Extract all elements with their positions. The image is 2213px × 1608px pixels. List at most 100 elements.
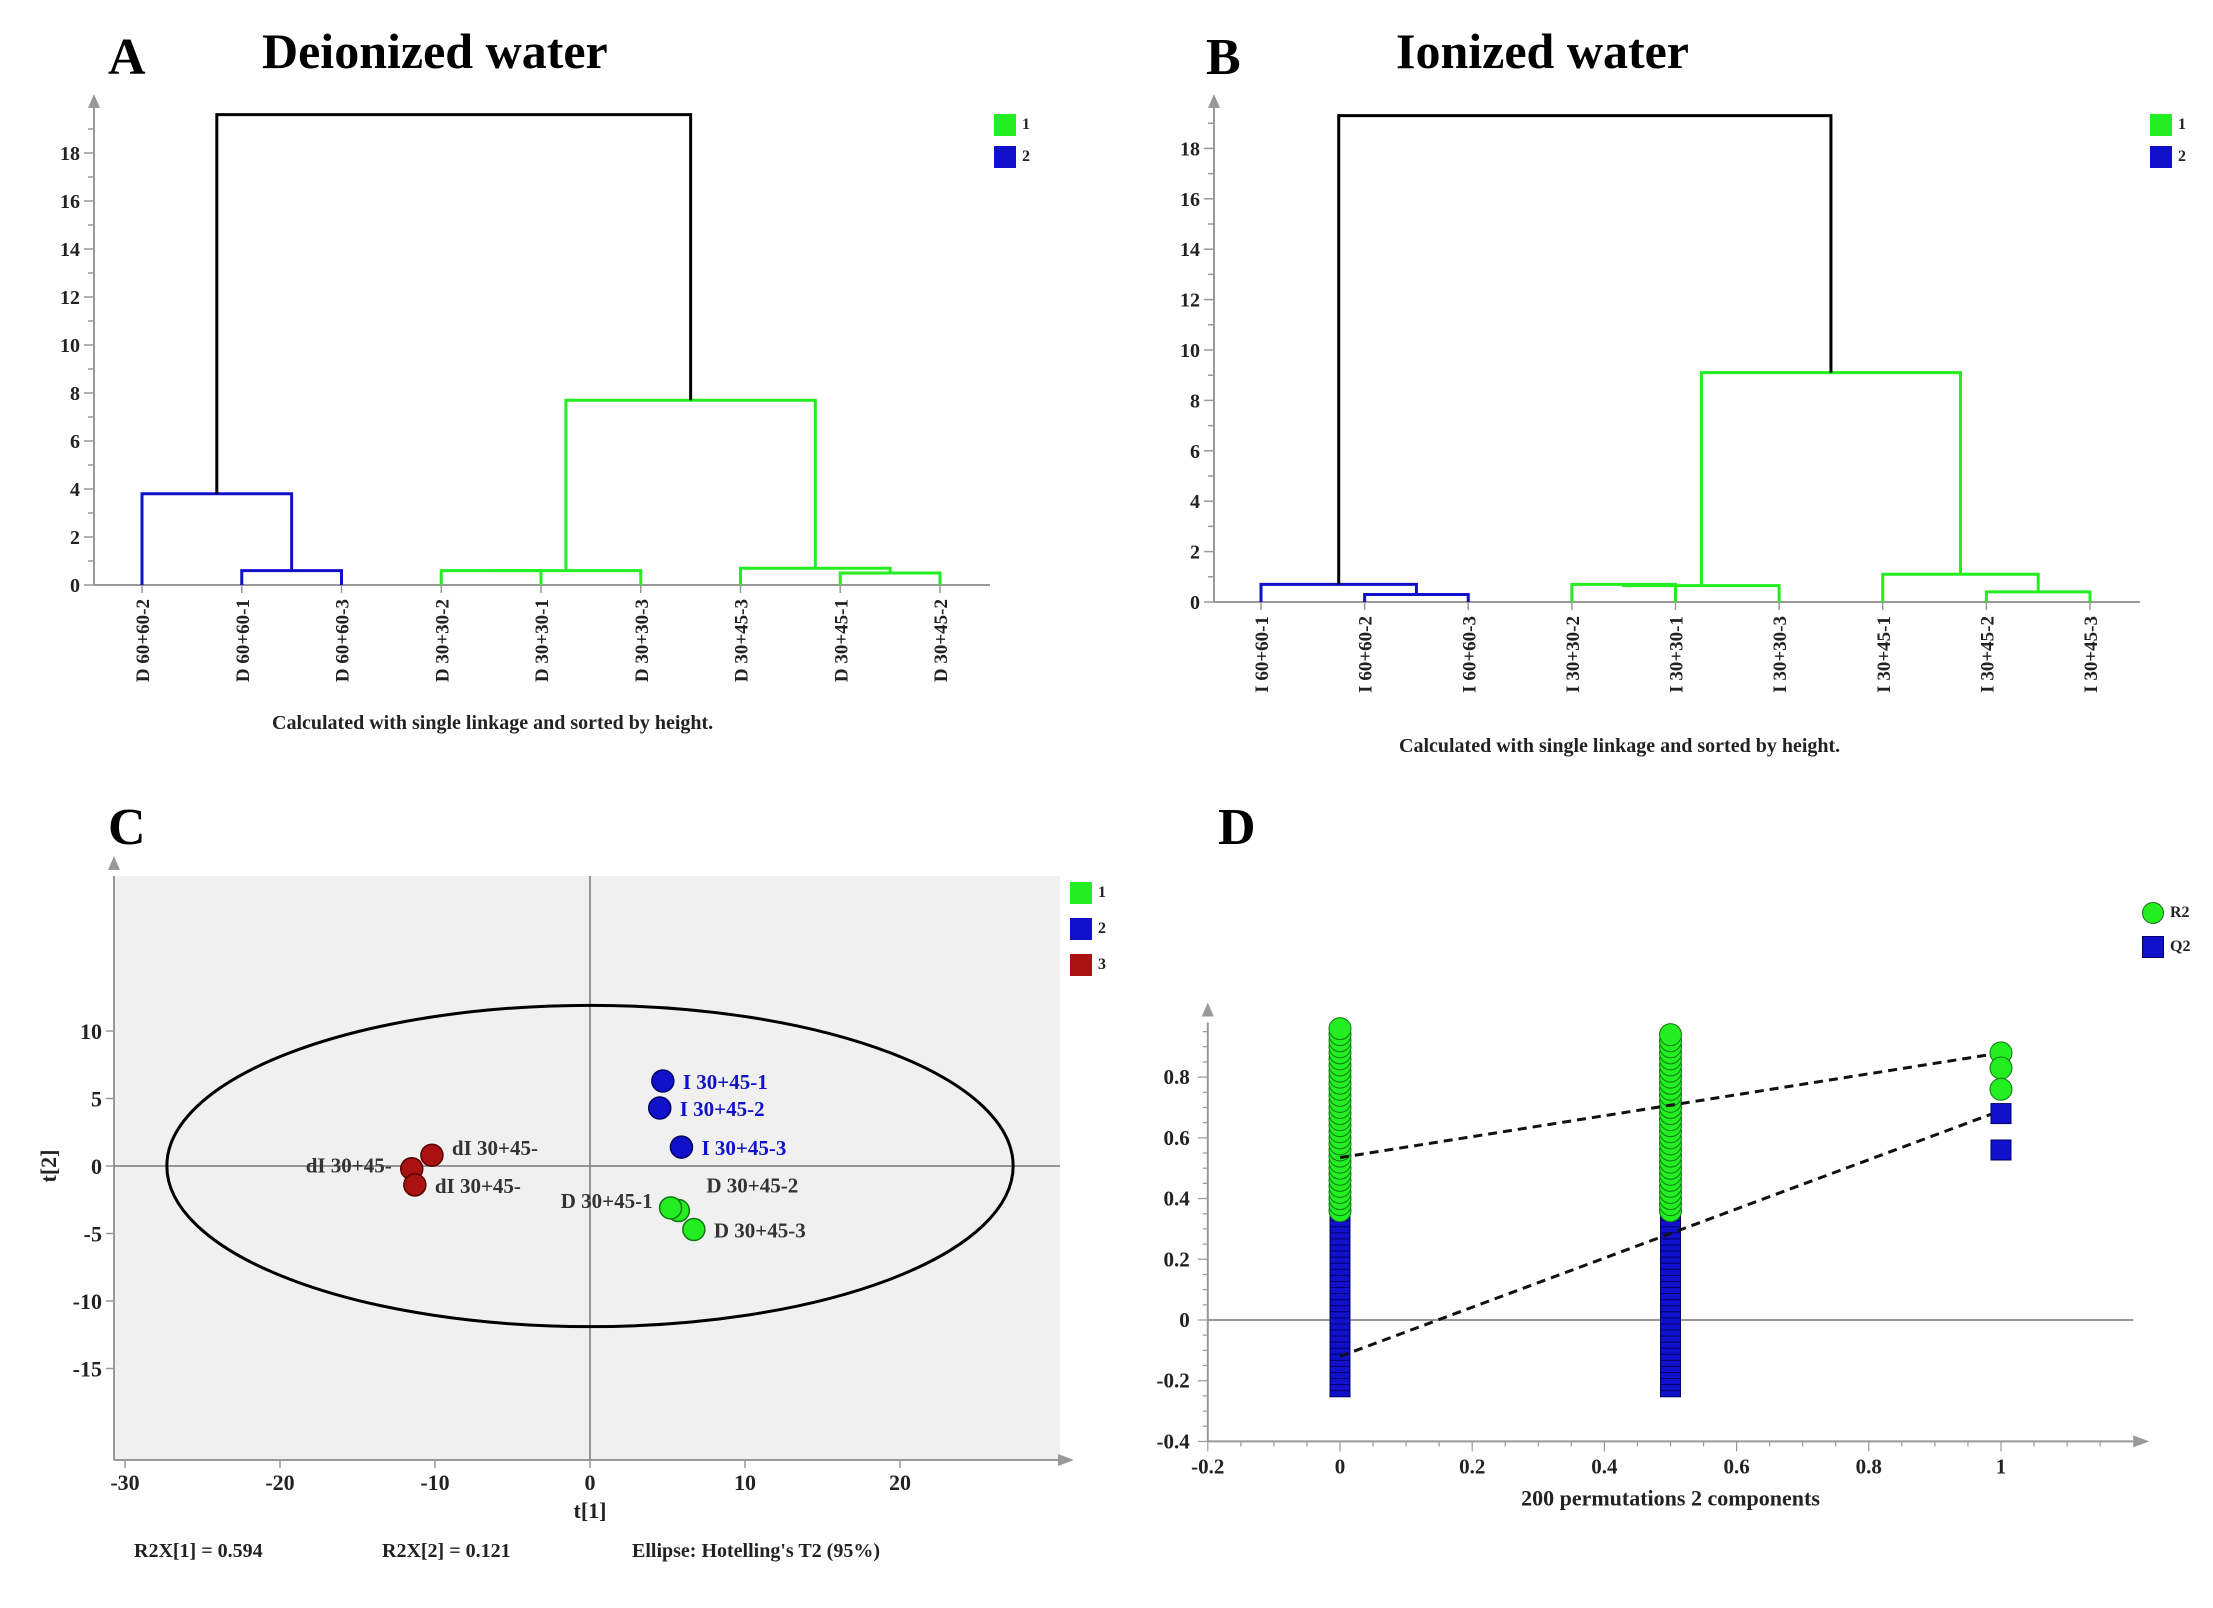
x-tick-label: 10 (734, 1470, 756, 1495)
x-axis-label: t[1] (574, 1498, 607, 1523)
leaf-label: I 30+30-2 (1563, 616, 1584, 693)
dendrogram-branch (1622, 584, 1781, 602)
legend-label: Q2 (2170, 938, 2191, 955)
legend-c-item-2: 2 (1070, 916, 1106, 942)
r2-permutation-point (1659, 1023, 1682, 1047)
score-plot-c: -15 -10 -5 0 5 10 -30 -20 -10 0 10 20 t[1] t[2] I 30+4… (36, 856, 1074, 1523)
leaf-label: D 60+60-1 (233, 599, 254, 682)
plot-background (114, 876, 1060, 1460)
legend-a-item-2: 2 (994, 144, 1030, 170)
y-tick-label: 0.4 (1164, 1187, 1191, 1211)
hotelling-ellipse (165, 1003, 1015, 1329)
point-label: D 30+45-3 (714, 1218, 806, 1242)
legend-swatch (1070, 882, 1092, 904)
y-tick-label: -0.4 (1157, 1429, 1191, 1453)
leaf-label: I 30+45-1 (1874, 616, 1895, 693)
q2-regression-line (1339, 1109, 2002, 1358)
panel-b-footer: Calculated with single linkage and sorte… (1399, 735, 1841, 757)
panel-a-title: Deionized water (262, 23, 608, 79)
point-label: D 30+45-2 (706, 1174, 798, 1198)
point-label: dI 30+45- (435, 1174, 521, 1198)
y-tick-label: 10 (1180, 340, 1200, 362)
legend-swatch (2150, 146, 2172, 168)
legend-d-item-q2: Q2 (2142, 934, 2190, 960)
legend-label: 1 (1022, 116, 1030, 133)
y-tick-label: 2 (70, 527, 80, 549)
y-tick-label: -15 (73, 1357, 102, 1382)
x-tick-label: -20 (265, 1470, 294, 1495)
legend-swatch (2142, 936, 2164, 958)
score-point (651, 1069, 675, 1093)
legend-c-item-1: 1 (1070, 880, 1106, 906)
leaf-label: I 60+60-2 (1356, 616, 1377, 693)
dendrogram-branch (215, 113, 693, 494)
panel-c: C -15 -10 -5 0 5 10 -30 -20 -10 0 10 20 t[1] t[2] I 30… (0, 780, 1106, 1608)
panel-b-label: B (1206, 29, 1241, 86)
y-tick-label: 16 (1180, 189, 1200, 211)
y-tick-label: 14 (1180, 239, 1200, 261)
dendrogram-branch (1881, 572, 2040, 602)
r2-original-point (1989, 1056, 2013, 1080)
leaf-label: I 30+30-1 (1667, 616, 1688, 693)
leaf-label: D 30+45-1 (831, 599, 852, 682)
legend-label: 2 (1022, 148, 1030, 165)
legend-swatch (1070, 954, 1092, 976)
point-label: I 30+45-2 (680, 1097, 765, 1121)
x-tick-label: 0.2 (1459, 1454, 1485, 1478)
leaf-label: D 60+60-2 (133, 599, 154, 682)
legend-swatch (2142, 902, 2164, 924)
legend-label: R2 (2170, 904, 2190, 921)
y-tick-label: 16 (60, 191, 80, 213)
panel-c-ellipse-note: Ellipse: Hotelling's T2 (95%) (632, 1540, 880, 1562)
y-axis-arrow (1201, 1002, 1214, 1017)
point-label: dI 30+45- (306, 1154, 392, 1178)
y-axis-arrow (108, 856, 120, 870)
legend-b-item-2: 2 (2150, 144, 2186, 170)
leaf-label: I 60+60-1 (1252, 616, 1273, 693)
dendrogram-branch (1337, 114, 1833, 585)
point-label: D 30+45-1 (561, 1189, 653, 1213)
y-tick-label: 4 (1190, 491, 1200, 513)
y-tick-label: 12 (1180, 290, 1200, 312)
y-axis-arrow (1208, 94, 1220, 108)
x-tick-label: -0.2 (1191, 1454, 1224, 1478)
panel-d: D -0.4 -0.2 0 0.2 0.4 0.6 0.8 -0.2 0 0.2 0.4 0.6 0.8… (1100, 780, 2213, 1608)
y-tick-label: 5 (91, 1087, 102, 1112)
x-tick-label: 1 (1996, 1454, 2007, 1478)
score-point (648, 1096, 672, 1120)
score-point (682, 1217, 706, 1242)
y-tick-label: 8 (1190, 390, 1200, 412)
x-tick-label: -10 (420, 1470, 449, 1495)
panel-a-label: A (108, 29, 146, 86)
legend-a-item-1: 1 (994, 112, 1030, 138)
dendrogram-a: 0 2 4 6 8 10 12 14 16 18 D 60+60-2 D 60+60-1 D 60+60… (60, 94, 990, 682)
dendrogram-branch (491, 569, 643, 585)
x-tick-label: -30 (110, 1470, 139, 1495)
panel-c-r2x2: R2X[2] = 0.121 (382, 1540, 511, 1562)
leaf-label: D 60+60-3 (333, 599, 354, 682)
score-point (420, 1143, 444, 1167)
legend-b-item-1: 1 (2150, 112, 2186, 138)
y-tick-label: 2 (1190, 542, 1200, 564)
y-tick-label: -5 (84, 1222, 102, 1247)
dendrogram-branch (1699, 371, 1962, 586)
y-tick-label: 18 (60, 143, 80, 165)
r2-permutation-point (1328, 1017, 1352, 1041)
y-tick-label: 0.6 (1164, 1126, 1190, 1150)
x-axis-arrow (2133, 1435, 2150, 1448)
legend-swatch (1070, 918, 1092, 940)
legend-label: 1 (1098, 884, 1106, 901)
x-tick-label: 0 (585, 1470, 596, 1495)
legend-c-item-3: 3 (1070, 952, 1106, 978)
panel-d-label: D (1218, 799, 1256, 856)
point-label: I 30+45-1 (683, 1070, 768, 1094)
y-tick-label: 6 (1190, 441, 1200, 463)
leaf-label: I 30+45-2 (1977, 616, 1998, 693)
panel-b-title: Ionized water (1396, 23, 1689, 79)
dendrogram-branch (1363, 592, 1470, 602)
y-tick-label: 0.2 (1164, 1247, 1190, 1271)
legend-label: 2 (2178, 148, 2186, 165)
score-point (403, 1173, 427, 1197)
legend-swatch (994, 146, 1016, 168)
dendrogram-branch (439, 569, 543, 585)
